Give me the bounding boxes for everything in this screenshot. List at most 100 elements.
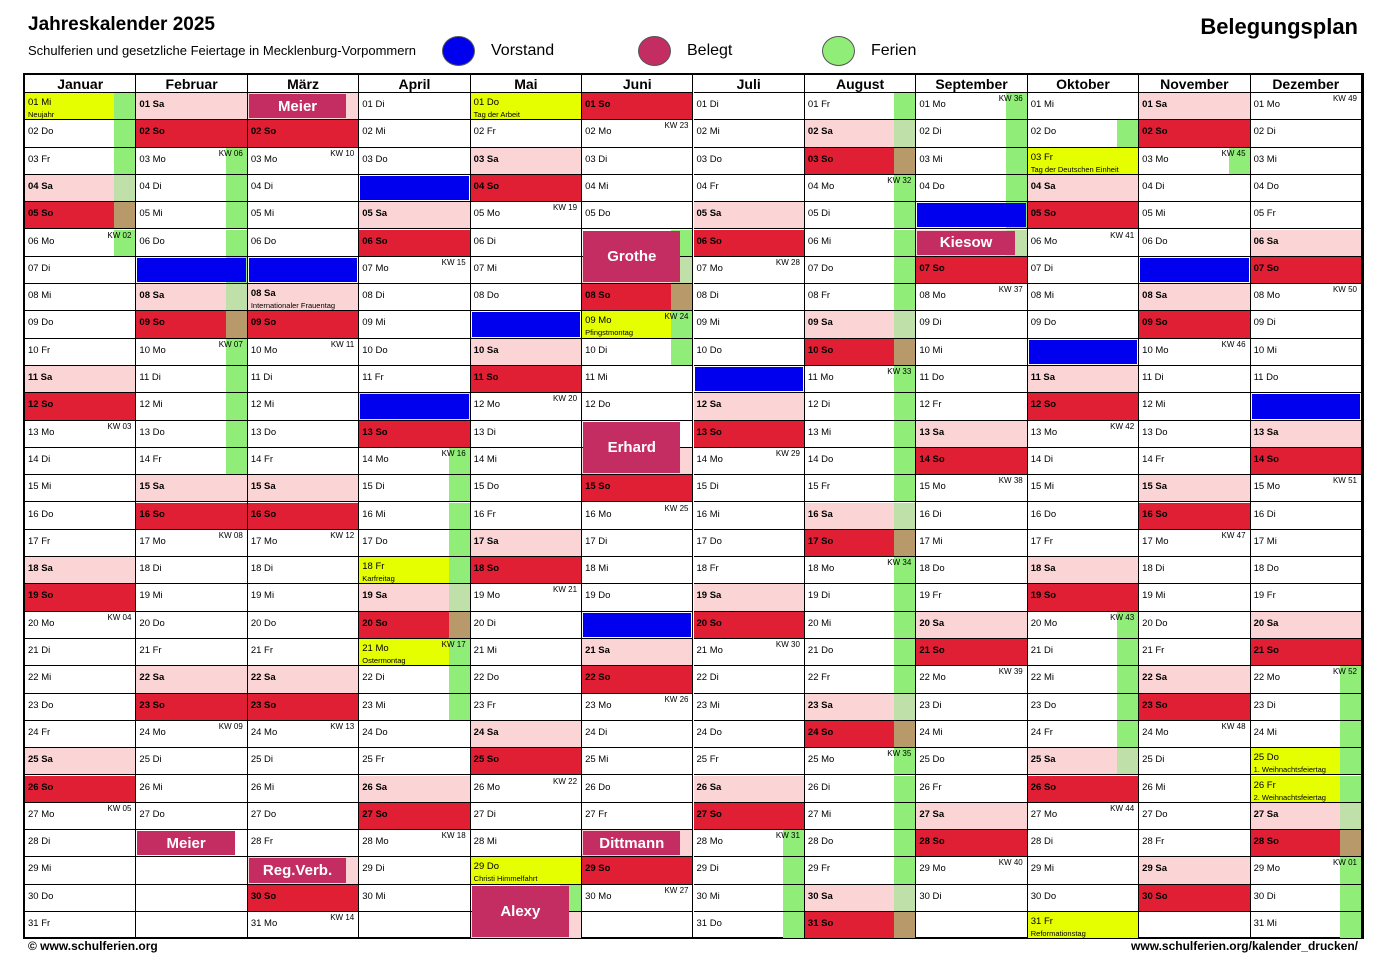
day-cell[interactable] <box>136 857 247 885</box>
day-cell[interactable]: 18 Fr <box>693 557 804 585</box>
booking-label[interactable]: Reg.Verb. <box>248 858 347 883</box>
day-cell[interactable]: 12 So <box>1027 393 1139 421</box>
day-cell[interactable]: 04 Di <box>247 175 359 203</box>
day-cell[interactable]: 12 Fr <box>916 393 1027 421</box>
day-cell[interactable]: 31 Mi <box>1250 912 1361 940</box>
day-cell[interactable]: 06 So <box>693 229 804 257</box>
day-cell[interactable]: 05 Do <box>582 202 693 230</box>
day-cell[interactable]: 29 Di <box>359 857 470 885</box>
day-cell[interactable]: 08 Mi <box>1027 284 1139 312</box>
booking-label[interactable]: Kiesow <box>917 230 1015 255</box>
day-cell[interactable]: 29 Mi <box>1027 857 1139 885</box>
vorstand-marker[interactable] <box>360 175 469 201</box>
day-cell[interactable]: 17 So <box>804 529 916 558</box>
day-cell[interactable]: 27 Do <box>136 803 247 831</box>
day-cell[interactable]: 01 Di <box>359 93 470 121</box>
day-cell[interactable]: 03 Fr Tag der Deutschen Einheit <box>1027 147 1139 175</box>
day-cell[interactable]: 16 Mi <box>359 502 470 530</box>
day-cell[interactable]: 15 So <box>582 475 693 503</box>
vorstand-marker[interactable] <box>917 203 1026 228</box>
day-cell[interactable]: 13 Mi <box>804 420 916 448</box>
day-cell[interactable]: 01 Mo KW 36 <box>916 93 1027 121</box>
day-cell[interactable]: 28 Fr <box>1139 830 1250 858</box>
day-cell[interactable]: 13 Sa <box>916 420 1027 448</box>
day-cell[interactable]: 29 So <box>582 857 693 885</box>
day-cell[interactable]: 24 Mo KW 48 <box>1139 721 1250 749</box>
day-cell[interactable]: 25 Fr <box>693 748 804 776</box>
day-cell[interactable]: 26 So <box>25 775 136 803</box>
day-cell[interactable] <box>136 885 247 912</box>
day-cell[interactable]: 05 So <box>1027 202 1139 230</box>
day-cell[interactable]: 05 Sa <box>693 202 804 230</box>
day-cell[interactable]: 15 Do <box>470 475 582 503</box>
day-cell[interactable]: 17 Mo KW 12 <box>247 530 359 558</box>
day-cell[interactable]: 13 Mo KW 03 <box>25 421 136 448</box>
day-cell[interactable]: 28 Di <box>1027 830 1139 858</box>
day-cell[interactable] <box>582 912 693 940</box>
day-cell[interactable]: 12 Mi <box>1139 393 1250 421</box>
day-cell[interactable]: 27 Do <box>247 803 359 831</box>
day-cell[interactable]: 02 Di <box>1250 120 1361 148</box>
day-cell[interactable]: 21 So <box>916 639 1027 667</box>
day-cell[interactable]: 13 So <box>359 420 470 448</box>
day-cell[interactable] <box>916 912 1027 940</box>
day-cell[interactable]: 05 Fr <box>1250 202 1361 230</box>
day-cell[interactable]: 10 Mo KW 11 <box>247 339 359 366</box>
vorstand-marker[interactable] <box>1140 257 1249 283</box>
day-cell[interactable]: 01 Mi <box>1027 93 1139 121</box>
day-cell[interactable]: 15 Sa <box>1139 475 1250 503</box>
day-cell[interactable]: 21 Di <box>1027 639 1139 667</box>
day-cell[interactable]: 24 Fr <box>1027 720 1139 749</box>
day-cell[interactable]: 25 Fr <box>359 748 470 776</box>
day-cell[interactable]: 03 Mo KW 45 <box>1139 147 1250 175</box>
day-cell[interactable]: 19 Mi <box>1139 584 1250 612</box>
day-cell[interactable]: 02 Do <box>1027 120 1139 148</box>
day-cell[interactable]: 24 Do <box>693 721 804 749</box>
day-cell[interactable]: 21 So <box>1250 639 1361 667</box>
day-cell[interactable]: 12 Di <box>804 393 916 421</box>
day-cell[interactable]: 30 So <box>247 884 359 912</box>
day-cell[interactable]: 23 So <box>136 693 247 721</box>
day-cell[interactable]: 24 Mo KW 13 <box>247 721 359 749</box>
day-cell[interactable]: 28 So <box>1250 830 1361 858</box>
day-cell[interactable]: 30 Sa <box>804 884 916 912</box>
day-cell[interactable]: 11 Fr <box>359 366 470 394</box>
day-cell[interactable]: 24 Mi <box>916 721 1027 749</box>
day-cell[interactable]: 16 Sa <box>804 502 916 530</box>
day-cell[interactable]: 26 Sa <box>359 775 470 803</box>
day-cell[interactable]: 20 Do <box>136 612 247 639</box>
day-cell[interactable]: 18 Mo KW 34 <box>804 557 916 585</box>
day-cell[interactable]: 07 Di <box>25 257 136 285</box>
day-cell[interactable]: 10 Mi <box>1250 339 1361 366</box>
day-cell[interactable]: 10 Do <box>693 339 804 366</box>
day-cell[interactable]: 05 Sa <box>359 202 470 230</box>
day-cell[interactable]: 22 Sa <box>1139 666 1250 694</box>
day-cell[interactable]: 27 Do <box>1139 803 1250 831</box>
day-cell[interactable]: 21 Di <box>25 639 136 667</box>
day-cell[interactable]: 27 Fr <box>582 803 693 831</box>
day-cell[interactable]: 19 Di <box>804 584 916 612</box>
day-cell[interactable]: 24 Mi <box>1250 720 1361 749</box>
day-cell[interactable]: 09 So <box>1139 311 1250 339</box>
day-cell[interactable]: 14 So <box>916 447 1027 476</box>
day-cell[interactable]: 05 Mo KW 19 <box>470 202 582 230</box>
day-cell[interactable]: 03 Sa <box>470 147 582 175</box>
day-cell[interactable]: 27 Mi <box>804 802 916 831</box>
day-cell[interactable]: 14 Fr <box>247 448 359 476</box>
day-cell[interactable]: 22 Di <box>359 666 470 694</box>
day-cell[interactable]: 20 Mi <box>804 611 916 639</box>
day-cell[interactable]: 31 Fr <box>25 912 136 940</box>
day-cell[interactable]: 17 Di <box>582 530 693 558</box>
day-cell[interactable]: 28 Di <box>25 830 136 858</box>
booking-label[interactable]: Grothe <box>583 230 681 283</box>
day-cell[interactable]: 09 Sa <box>804 311 916 339</box>
day-cell[interactable]: 14 Fr <box>1139 448 1250 476</box>
day-cell[interactable]: 23 Sa <box>804 693 916 721</box>
day-cell[interactable]: 23 Fr <box>470 694 582 721</box>
day-cell[interactable]: 07 Mi <box>470 257 582 285</box>
day-cell[interactable]: 10 Mi <box>916 339 1027 366</box>
vorstand-marker[interactable] <box>1251 394 1360 419</box>
day-cell[interactable]: 20 Mo KW 43 <box>1027 611 1139 639</box>
day-cell[interactable]: 30 Di <box>916 885 1027 912</box>
day-cell[interactable]: 20 Sa <box>1250 611 1361 639</box>
